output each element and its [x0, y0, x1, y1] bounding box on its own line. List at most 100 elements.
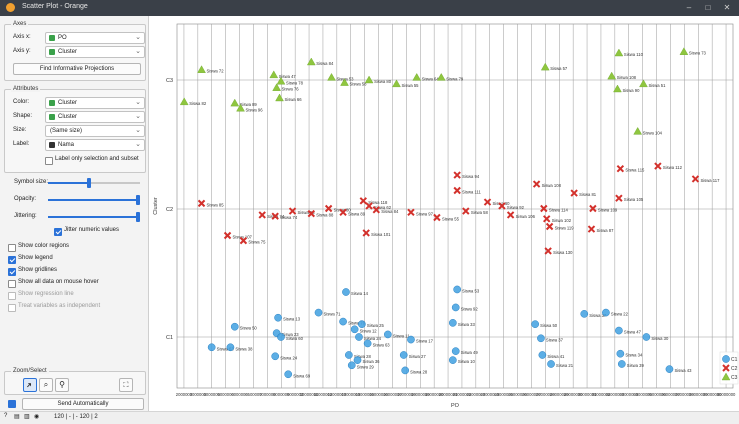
report-icon[interactable]: ▤ [14, 414, 20, 420]
x-tick-label: 17000000 [397, 392, 416, 397]
fit-view-button[interactable]: ⛶ [119, 378, 133, 392]
point-label: Siswa 41 [547, 354, 565, 359]
x-tick-label: 34000000 [633, 392, 652, 397]
data-point-c3 [276, 76, 286, 85]
legend-entry: C3 [731, 375, 738, 381]
x-tick-label: 6500000 [245, 392, 262, 397]
opacity-label: Opacity: [14, 196, 37, 202]
point-label: Siswa 108 [617, 75, 637, 80]
data-point-c1 [580, 310, 589, 318]
data-point-c3 [540, 62, 550, 71]
option-checkbox-show-gridlines[interactable]: Show gridlines [4, 266, 144, 276]
symbol-size-slider[interactable] [48, 178, 140, 188]
slider-handle[interactable] [136, 212, 140, 222]
categorical-variable-icon [49, 49, 55, 55]
scatter-plot-chart[interactable]: 2000000300000040000005000000600000065000… [149, 16, 739, 411]
color-value: Cluster [58, 99, 78, 106]
point-label: Siswa 89 [348, 211, 366, 216]
opacity-slider[interactable] [48, 195, 140, 205]
x-axis-label: PO [451, 403, 460, 409]
chevron-down-icon: ⌄ [135, 48, 141, 55]
zoom-tool-button[interactable]: ⌕ [39, 378, 53, 392]
slider-handle[interactable] [87, 178, 91, 188]
option-checkbox-show-legend[interactable]: Show legend [4, 254, 144, 264]
data-point-c1 [353, 356, 362, 364]
point-label: Siswa 34 [625, 353, 643, 358]
axis-x-row: Axis x: PO ⌄ [5, 32, 145, 44]
minimize-button[interactable]: – [686, 3, 692, 12]
auto-send-checkbox[interactable] [8, 400, 16, 408]
label-only-selection-checkbox[interactable]: Label only selection and subset [41, 155, 145, 165]
data-point-c2 [462, 207, 470, 215]
label-only-selection-text: Label only selection and subset [55, 156, 139, 162]
jitter-numeric-checkbox[interactable]: Jitter numeric values [50, 226, 144, 236]
symbol-size-row: Symbol size: [0, 177, 148, 189]
color-select[interactable]: Cluster ⌄ [45, 97, 145, 109]
find-informative-projections-button[interactable]: Find Informative Projections [13, 63, 141, 75]
label-select[interactable]: Nama ⌄ [45, 139, 145, 151]
point-label: Siswa 50 [240, 326, 258, 331]
point-label: Siswa 66 [285, 97, 303, 102]
checkbox-box [8, 267, 16, 276]
pan-tool-button[interactable]: ⚲ [55, 378, 69, 392]
help-icon[interactable]: ? [4, 413, 8, 419]
point-label: Siswa 73 [689, 51, 707, 56]
point-label: Siswa 84 [381, 209, 399, 214]
close-button[interactable]: ✕ [723, 3, 731, 12]
point-label: Siswa 118 [368, 200, 388, 205]
jittering-label: Jittering: [14, 213, 37, 219]
point-label: Siswa 119 [555, 225, 575, 230]
slider-handle[interactable] [136, 195, 140, 205]
shape-select[interactable]: Cluster ⌄ [45, 111, 145, 123]
size-select[interactable]: (Same size) ⌄ [45, 125, 145, 137]
checkbox-box [8, 279, 16, 288]
x-tick-label: 6000000 [231, 392, 248, 397]
data-point-c1 [453, 285, 462, 294]
plot-area[interactable]: 2000000 3000000 4000000 5000000 6000000 65000… [149, 16, 739, 411]
point-label: Siswa 75 [248, 240, 266, 245]
x-tick-label: 16000000 [383, 392, 402, 397]
point-label: Siswa 55 [402, 83, 420, 88]
point-label: Siswa 51 [648, 83, 666, 88]
data-point-c3 [230, 98, 240, 107]
jittering-slider[interactable] [48, 212, 140, 222]
data-point-c3 [197, 65, 206, 73]
point-label: Siswa 38 [235, 346, 253, 351]
data-point-c1 [350, 325, 359, 334]
option-checkbox-show-color-regions[interactable]: Show color regions [4, 242, 144, 252]
save-icon[interactable]: ▥ [24, 414, 30, 420]
axis-y-select[interactable]: Cluster ⌄ [45, 46, 145, 58]
data-point-c1 [538, 351, 547, 359]
eye-icon[interactable]: ◉ [34, 414, 40, 420]
send-automatically-button[interactable]: Send Automatically [22, 398, 144, 410]
point-label: Siswa 14 [351, 291, 369, 296]
axis-x-select[interactable]: PO ⌄ [45, 32, 145, 44]
data-point-c1 [230, 322, 239, 331]
checkbox-box [8, 303, 16, 312]
data-point-c1 [722, 355, 730, 363]
legend-entry: C1 [731, 357, 738, 363]
chevron-down-icon: ⌄ [135, 34, 141, 41]
data-point-c1 [347, 361, 356, 370]
app-icon [6, 3, 15, 12]
title-bar: Scatter Plot - Orange – □ ✕ [0, 0, 739, 16]
point-label: Siswa 39 [627, 363, 645, 368]
point-label: Siswa 109 [598, 208, 618, 213]
point-label: Siswa 70 [348, 321, 366, 326]
maximize-button[interactable]: □ [705, 3, 711, 12]
data-point-c2 [587, 225, 596, 233]
data-point-c2 [540, 204, 548, 213]
x-tick-label: 23000000 [480, 392, 499, 397]
data-point-c2 [654, 162, 662, 170]
point-label: Siswa 94 [462, 174, 480, 179]
data-point-c1 [271, 352, 280, 361]
label-label: Label: [13, 141, 30, 147]
size-label: Size: [13, 127, 27, 133]
data-point-c2 [407, 208, 415, 217]
pointer-tool-button[interactable]: ➔ [23, 378, 37, 392]
point-label: Siswa 37 [589, 313, 607, 318]
option-checkbox-show-all-data-on-mouse-hover[interactable]: Show all data on mouse hover [4, 278, 144, 288]
data-point-c3 [269, 70, 279, 79]
x-tick-label: 3000000 [190, 392, 207, 397]
x-tick-label: 31000000 [592, 392, 611, 397]
